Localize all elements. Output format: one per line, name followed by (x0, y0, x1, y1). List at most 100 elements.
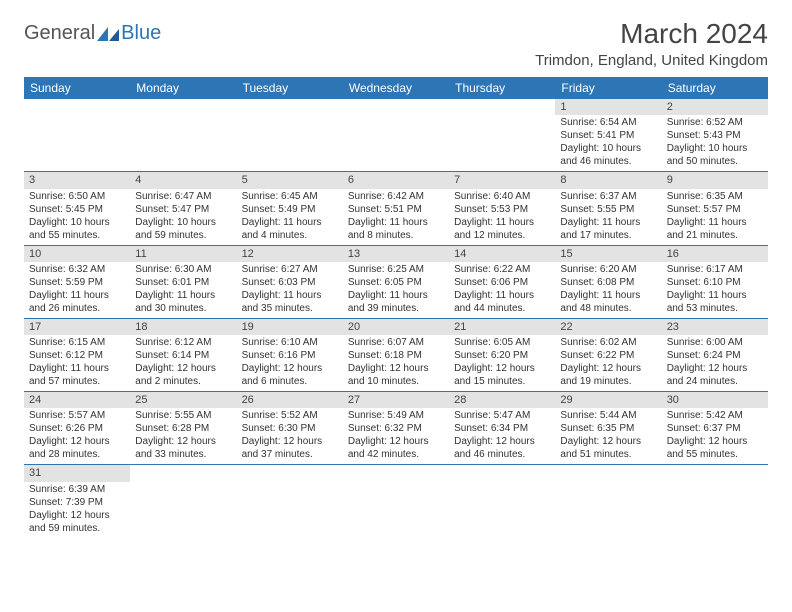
day-number: 2 (662, 99, 768, 115)
day-cell: 10Sunrise: 6:32 AMSunset: 5:59 PMDayligh… (24, 246, 130, 318)
day-cell: 24Sunrise: 5:57 AMSunset: 6:26 PMDayligh… (24, 392, 130, 464)
daylight-text: Daylight: 12 hours and 42 minutes. (348, 435, 444, 461)
day-cell: 21Sunrise: 6:05 AMSunset: 6:20 PMDayligh… (449, 319, 555, 391)
day-body: Sunrise: 6:39 AMSunset: 7:39 PMDaylight:… (24, 482, 130, 538)
day-cell: 22Sunrise: 6:02 AMSunset: 6:22 PMDayligh… (555, 319, 661, 391)
day-cell: 20Sunrise: 6:07 AMSunset: 6:18 PMDayligh… (343, 319, 449, 391)
day-cell: 3Sunrise: 6:50 AMSunset: 5:45 PMDaylight… (24, 172, 130, 244)
day-cell: 2Sunrise: 6:52 AMSunset: 5:43 PMDaylight… (662, 99, 768, 171)
day-number: 12 (237, 246, 343, 262)
day-number: 5 (237, 172, 343, 188)
daylight-text: Daylight: 11 hours and 12 minutes. (454, 216, 550, 242)
day-number: 16 (662, 246, 768, 262)
weekday-header: Wednesday (343, 77, 449, 99)
daylight-text: Daylight: 11 hours and 57 minutes. (29, 362, 125, 388)
day-number: 13 (343, 246, 449, 262)
sunrise-text: Sunrise: 6:50 AM (29, 190, 125, 203)
sunset-text: Sunset: 6:16 PM (242, 349, 338, 362)
sunset-text: Sunset: 6:37 PM (667, 422, 763, 435)
logo-text-blue: Blue (121, 22, 161, 45)
sunrise-text: Sunrise: 5:52 AM (242, 409, 338, 422)
daylight-text: Daylight: 11 hours and 4 minutes. (242, 216, 338, 242)
sunset-text: Sunset: 6:18 PM (348, 349, 444, 362)
month-title: March 2024 (535, 18, 768, 50)
day-number: 3 (24, 172, 130, 188)
day-body: Sunrise: 6:50 AMSunset: 5:45 PMDaylight:… (24, 189, 130, 245)
day-number: 19 (237, 319, 343, 335)
daylight-text: Daylight: 12 hours and 19 minutes. (560, 362, 656, 388)
day-number: 21 (449, 319, 555, 335)
day-cell: 30Sunrise: 5:42 AMSunset: 6:37 PMDayligh… (662, 392, 768, 464)
daylight-text: Daylight: 12 hours and 37 minutes. (242, 435, 338, 461)
sunset-text: Sunset: 6:26 PM (29, 422, 125, 435)
sunrise-text: Sunrise: 6:42 AM (348, 190, 444, 203)
sunrise-text: Sunrise: 5:44 AM (560, 409, 656, 422)
daylight-text: Daylight: 12 hours and 10 minutes. (348, 362, 444, 388)
day-body: Sunrise: 6:27 AMSunset: 6:03 PMDaylight:… (237, 262, 343, 318)
sunset-text: Sunset: 6:30 PM (242, 422, 338, 435)
sunset-text: Sunset: 5:45 PM (29, 203, 125, 216)
empty-cell: . (662, 465, 768, 537)
sunrise-text: Sunrise: 6:07 AM (348, 336, 444, 349)
day-body: Sunrise: 5:57 AMSunset: 6:26 PMDaylight:… (24, 408, 130, 464)
day-body: Sunrise: 6:32 AMSunset: 5:59 PMDaylight:… (24, 262, 130, 318)
day-number: 15 (555, 246, 661, 262)
day-cell: 1Sunrise: 6:54 AMSunset: 5:41 PMDaylight… (555, 99, 661, 171)
sunrise-text: Sunrise: 6:39 AM (29, 483, 125, 496)
day-number: 20 (343, 319, 449, 335)
day-number: 28 (449, 392, 555, 408)
empty-cell: . (130, 99, 236, 171)
day-body: Sunrise: 6:02 AMSunset: 6:22 PMDaylight:… (555, 335, 661, 391)
sunrise-text: Sunrise: 5:47 AM (454, 409, 550, 422)
day-cell: 11Sunrise: 6:30 AMSunset: 6:01 PMDayligh… (130, 246, 236, 318)
day-body: Sunrise: 6:30 AMSunset: 6:01 PMDaylight:… (130, 262, 236, 318)
sunset-text: Sunset: 5:59 PM (29, 276, 125, 289)
day-number: 10 (24, 246, 130, 262)
sunrise-text: Sunrise: 6:35 AM (667, 190, 763, 203)
daylight-text: Daylight: 11 hours and 35 minutes. (242, 289, 338, 315)
empty-cell: . (237, 465, 343, 537)
day-body: Sunrise: 6:10 AMSunset: 6:16 PMDaylight:… (237, 335, 343, 391)
sunrise-text: Sunrise: 6:10 AM (242, 336, 338, 349)
day-cell: 25Sunrise: 5:55 AMSunset: 6:28 PMDayligh… (130, 392, 236, 464)
day-number: 24 (24, 392, 130, 408)
day-number: 9 (662, 172, 768, 188)
empty-cell: . (449, 465, 555, 537)
day-body: Sunrise: 6:45 AMSunset: 5:49 PMDaylight:… (237, 189, 343, 245)
daylight-text: Daylight: 12 hours and 59 minutes. (29, 509, 125, 535)
daylight-text: Daylight: 11 hours and 17 minutes. (560, 216, 656, 242)
week-row: 24Sunrise: 5:57 AMSunset: 6:26 PMDayligh… (24, 392, 768, 465)
day-cell: 7Sunrise: 6:40 AMSunset: 5:53 PMDaylight… (449, 172, 555, 244)
title-block: March 2024 Trimdon, England, United King… (535, 18, 768, 69)
week-row: 10Sunrise: 6:32 AMSunset: 5:59 PMDayligh… (24, 246, 768, 319)
sunset-text: Sunset: 7:39 PM (29, 496, 125, 509)
sunrise-text: Sunrise: 6:05 AM (454, 336, 550, 349)
sunrise-text: Sunrise: 6:37 AM (560, 190, 656, 203)
sail-icon (97, 27, 119, 41)
empty-cell: . (555, 465, 661, 537)
week-row: 17Sunrise: 6:15 AMSunset: 6:12 PMDayligh… (24, 319, 768, 392)
day-number: 31 (24, 465, 130, 481)
week-row: .....1Sunrise: 6:54 AMSunset: 5:41 PMDay… (24, 99, 768, 172)
daylight-text: Daylight: 12 hours and 46 minutes. (454, 435, 550, 461)
daylight-text: Daylight: 11 hours and 8 minutes. (348, 216, 444, 242)
calendar: SundayMondayTuesdayWednesdayThursdayFrid… (24, 77, 768, 538)
daylight-text: Daylight: 11 hours and 30 minutes. (135, 289, 231, 315)
empty-cell: . (130, 465, 236, 537)
day-cell: 18Sunrise: 6:12 AMSunset: 6:14 PMDayligh… (130, 319, 236, 391)
day-cell: 28Sunrise: 5:47 AMSunset: 6:34 PMDayligh… (449, 392, 555, 464)
day-number: 23 (662, 319, 768, 335)
day-number: 11 (130, 246, 236, 262)
sunset-text: Sunset: 5:43 PM (667, 129, 763, 142)
day-cell: 8Sunrise: 6:37 AMSunset: 5:55 PMDaylight… (555, 172, 661, 244)
weekday-header-row: SundayMondayTuesdayWednesdayThursdayFrid… (24, 77, 768, 99)
sunset-text: Sunset: 5:51 PM (348, 203, 444, 216)
weekday-header: Friday (555, 77, 661, 99)
day-cell: 15Sunrise: 6:20 AMSunset: 6:08 PMDayligh… (555, 246, 661, 318)
logo: General Blue (24, 22, 161, 45)
empty-cell: . (24, 99, 130, 171)
daylight-text: Daylight: 10 hours and 55 minutes. (29, 216, 125, 242)
sunrise-text: Sunrise: 6:30 AM (135, 263, 231, 276)
day-body: Sunrise: 5:42 AMSunset: 6:37 PMDaylight:… (662, 408, 768, 464)
daylight-text: Daylight: 12 hours and 28 minutes. (29, 435, 125, 461)
